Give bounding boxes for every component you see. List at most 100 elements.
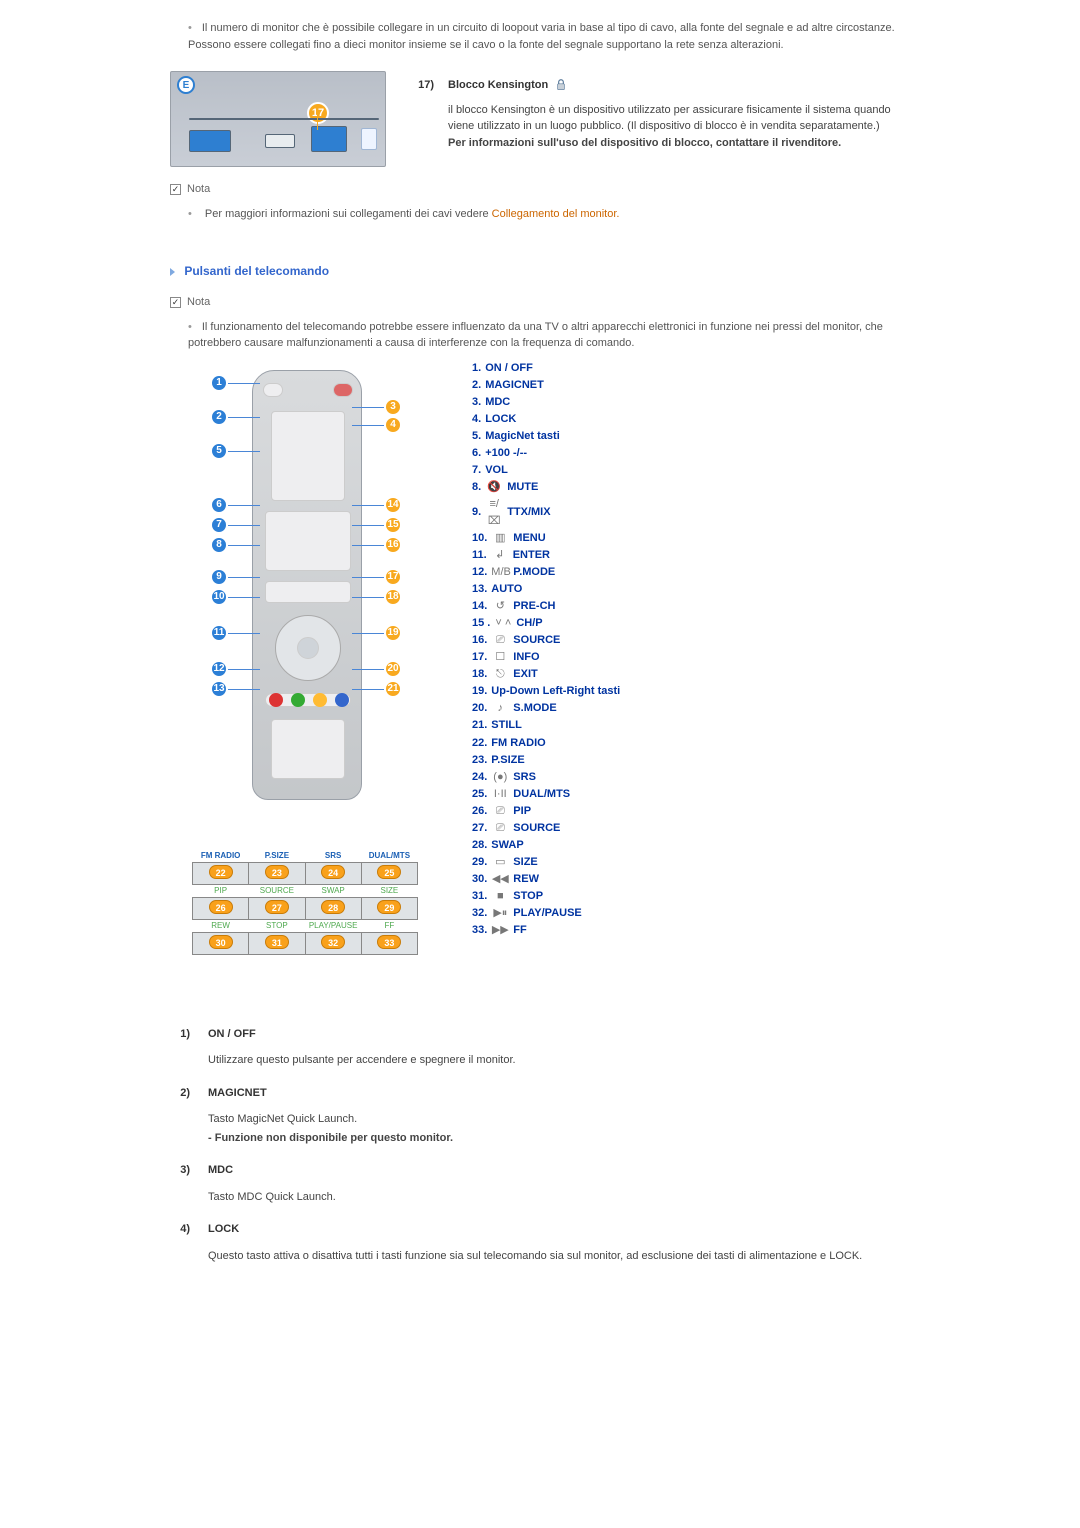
description-body: Utilizzare questo pulsante per accendere… bbox=[208, 1052, 910, 1069]
remote-list-item[interactable]: 3.MDC bbox=[472, 394, 620, 411]
remote-item-number: 22. bbox=[472, 735, 487, 752]
remote-list-item[interactable]: 21.STILL bbox=[472, 717, 620, 734]
footer-num: 25 bbox=[377, 865, 401, 879]
remote-list-item[interactable]: 11.↲ENTER bbox=[472, 547, 620, 564]
description-number: 3) bbox=[170, 1162, 190, 1179]
remote-item-label: +100 -/-- bbox=[485, 445, 527, 462]
description-item: 2)MAGICNET bbox=[170, 1085, 910, 1102]
remote-item-label: MagicNet tasti bbox=[485, 428, 560, 445]
monitor-connection-link[interactable]: Collegamento del monitor. bbox=[492, 208, 620, 220]
remote-item-icon: ▶▶ bbox=[491, 922, 509, 939]
description-heading: ON / OFF bbox=[208, 1026, 256, 1043]
nota-label-2: Nota bbox=[187, 294, 210, 311]
remote-item-label: P.SIZE bbox=[491, 752, 524, 769]
remote-list-item[interactable]: 7.VOL bbox=[472, 462, 620, 479]
check-icon: ✓ bbox=[170, 184, 181, 195]
remote-item-number: 31. bbox=[472, 888, 487, 905]
footer-num: 26 bbox=[209, 900, 233, 914]
remote-item-icon: M/B bbox=[491, 564, 509, 581]
remote-item-number: 16. bbox=[472, 632, 487, 649]
remote-item-number: 8. bbox=[472, 479, 481, 496]
footer-num: 22 bbox=[209, 865, 233, 879]
remote-list-item[interactable]: 19.Up-Down Left-Right tasti bbox=[472, 683, 620, 700]
remote-item-number: 28. bbox=[472, 837, 487, 854]
remote-list-item[interactable]: 4.LOCK bbox=[472, 411, 620, 428]
remote-callout: 11 bbox=[210, 624, 228, 642]
remote-item-number: 21. bbox=[472, 717, 487, 734]
remote-list-item[interactable]: 13.AUTO bbox=[472, 581, 620, 598]
remote-list-item[interactable]: 2.MAGICNET bbox=[472, 377, 620, 394]
remote-list-item[interactable]: 5.MagicNet tasti bbox=[472, 428, 620, 445]
remote-item-number: 17. bbox=[472, 649, 487, 666]
remote-list-item[interactable]: 6.+100 -/-- bbox=[472, 445, 620, 462]
footer-label: FM RADIO bbox=[193, 850, 249, 863]
remote-callout: 3 bbox=[384, 398, 402, 416]
remote-list-item[interactable]: 33.▶▶FF bbox=[472, 922, 620, 939]
remote-item-label: P.MODE bbox=[513, 564, 555, 581]
footer-num: 27 bbox=[265, 900, 289, 914]
remote-item-icon: ≡/⌧ bbox=[485, 496, 503, 530]
footer-num: 31 bbox=[265, 935, 289, 949]
remote-callout: 18 bbox=[384, 588, 402, 606]
remote-list-item[interactable]: 9.≡/⌧TTX/MIX bbox=[472, 496, 620, 530]
remote-descriptions: 1)ON / OFFUtilizzare questo pulsante per… bbox=[170, 1026, 910, 1265]
remote-list-item[interactable]: 20.♪S.MODE bbox=[472, 700, 620, 717]
remote-item-icon: ▭ bbox=[491, 854, 509, 871]
remote-item-number: 33. bbox=[472, 922, 487, 939]
remote-list-item[interactable]: 15 .˅ ˄CH/P bbox=[472, 615, 620, 632]
remote-diagram: 125678910111213341415161718192021 FM RAD… bbox=[192, 360, 422, 1000]
remote-item-label: SRS bbox=[513, 769, 536, 786]
remote-callout: 10 bbox=[210, 588, 228, 606]
remote-item-number: 20. bbox=[472, 700, 487, 717]
remote-callout: 15 bbox=[384, 516, 402, 534]
remote-list-item[interactable]: 18.⎋EXIT bbox=[472, 666, 620, 683]
item-title-17: Blocco Kensington bbox=[448, 77, 548, 94]
remote-list-item[interactable]: 17.☐INFO bbox=[472, 649, 620, 666]
remote-list-item[interactable]: 25.I·IIDUAL/MTS bbox=[472, 786, 620, 803]
item-body-17: il blocco Kensington è un dispositivo ut… bbox=[448, 102, 910, 135]
remote-list-item[interactable]: 8.🔇MUTE bbox=[472, 479, 620, 496]
remote-list-item[interactable]: 31.■STOP bbox=[472, 888, 620, 905]
description-heading: MDC bbox=[208, 1162, 233, 1179]
remote-item-label: AUTO bbox=[491, 581, 522, 598]
remote-list-item[interactable]: 24.(●)SRS bbox=[472, 769, 620, 786]
remote-item-label: PIP bbox=[513, 803, 531, 820]
item-number-17: 17) bbox=[414, 77, 434, 94]
device-letter: E bbox=[177, 76, 195, 94]
remote-item-label: SIZE bbox=[513, 854, 537, 871]
remote-list-item[interactable]: 23.P.SIZE bbox=[472, 752, 620, 769]
remote-item-label: SOURCE bbox=[513, 820, 560, 837]
remote-list-item[interactable]: 22.FM RADIO bbox=[472, 735, 620, 752]
remote-callout: 9 bbox=[210, 568, 228, 586]
remote-callout: 8 bbox=[210, 536, 228, 554]
remote-item-icon: ◀◀ bbox=[491, 871, 509, 888]
remote-list-item[interactable]: 12.M/BP.MODE bbox=[472, 564, 620, 581]
callout-17: 17 bbox=[307, 102, 329, 124]
remote-list-item[interactable]: 32.▶⏸PLAY/PAUSE bbox=[472, 905, 620, 922]
remote-list-item[interactable]: 27.⎚SOURCE bbox=[472, 820, 620, 837]
remote-callout: 6 bbox=[210, 496, 228, 514]
remote-item-icon: ⎚ bbox=[491, 803, 509, 820]
nota-list-1: Per maggiori informazioni sui collegamen… bbox=[170, 206, 910, 223]
remote-list-item[interactable]: 30.◀◀REW bbox=[472, 871, 620, 888]
footer-label: FF bbox=[361, 919, 417, 932]
remote-item-icon: ˅ ˄ bbox=[494, 615, 512, 632]
remote-list-item[interactable]: 29. ▭SIZE bbox=[472, 854, 620, 871]
remote-list-item[interactable]: 26.⎚PIP bbox=[472, 803, 620, 820]
remote-item-number: 14. bbox=[472, 598, 487, 615]
remote-footer-diagram: FM RADIO P.SIZE SRS DUAL/MTS 22 23 24 25… bbox=[192, 850, 418, 1000]
remote-list-item[interactable]: 10.▥MENU bbox=[472, 530, 620, 547]
remote-item-number: 29. bbox=[472, 854, 487, 871]
remote-item-label: S.MODE bbox=[513, 700, 556, 717]
remote-item-label: ENTER bbox=[513, 547, 550, 564]
remote-list-item[interactable]: 16.⎚SOURCE bbox=[472, 632, 620, 649]
remote-list-item[interactable]: 14.↺PRE-CH bbox=[472, 598, 620, 615]
footer-label: SWAP bbox=[305, 884, 361, 897]
remote-list-item[interactable]: 28.SWAP bbox=[472, 837, 620, 854]
remote-item-number: 3. bbox=[472, 394, 481, 411]
remote-callout: 13 bbox=[210, 680, 228, 698]
remote-item-number: 7. bbox=[472, 462, 481, 479]
remote-list-item[interactable]: 1.ON / OFF bbox=[472, 360, 620, 377]
remote-item-icon: ⎚ bbox=[491, 632, 509, 649]
remote-item-icon: ▥ bbox=[491, 530, 509, 547]
